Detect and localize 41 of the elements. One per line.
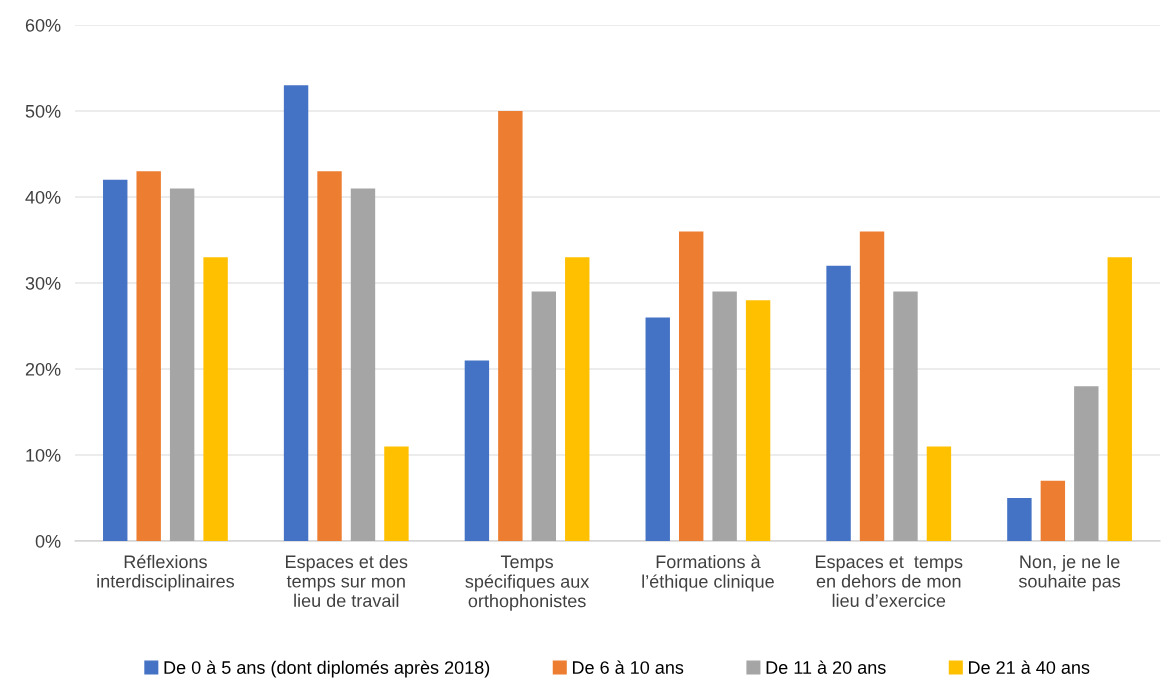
bar — [103, 179, 128, 541]
bar — [565, 257, 590, 541]
y-tick-label: 10% — [26, 448, 61, 462]
bar — [136, 171, 161, 541]
bar — [893, 291, 918, 541]
bar — [645, 317, 670, 541]
x-tick-label: Non, je ne le souhaite pas — [1018, 554, 1121, 592]
y-tick-label: 60% — [25, 18, 61, 32]
y-tick-label: 30% — [25, 276, 61, 290]
bar — [678, 231, 704, 541]
bar — [464, 360, 490, 541]
x-tick-label: Temps spécifiques aux orthophonistes — [465, 555, 590, 611]
bar — [826, 265, 851, 541]
bar — [1074, 386, 1099, 541]
x-tick-label: Espaces et des temps sur mon lieu de travail — [286, 554, 408, 608]
bar — [1107, 257, 1132, 541]
x-tick-label: Formations à l’éthique clinique — [642, 554, 774, 592]
y-tick-label: 40% — [25, 190, 61, 204]
bar — [926, 446, 952, 541]
bar — [712, 291, 737, 541]
legend-label: De 11 à 20 ans — [766, 660, 886, 674]
bar — [745, 300, 771, 541]
legend-label: De 0 à 5 ans (dont diplomés après 2018) — [164, 660, 490, 678]
bar — [384, 446, 409, 541]
bar — [1040, 480, 1066, 541]
x-tick-label: Réflexions interdisciplinaires — [97, 554, 235, 592]
bar — [1007, 498, 1032, 541]
y-tick-label: 20% — [25, 362, 61, 376]
legend-label: De 6 à 10 ans — [572, 660, 684, 674]
bar — [531, 291, 557, 541]
bar — [169, 188, 195, 541]
legend-label: De 21 à 40 ans — [969, 660, 1090, 674]
y-tick-label: 50% — [25, 104, 61, 118]
bar — [350, 188, 376, 541]
bar — [859, 231, 885, 541]
bar — [203, 257, 228, 541]
bar — [317, 171, 342, 541]
y-tick-label: 0% — [35, 534, 61, 548]
bar — [283, 85, 309, 541]
bar — [498, 111, 523, 541]
x-tick-label: Espaces et temps en dehors de mon lieu d’exercice — [815, 555, 963, 608]
